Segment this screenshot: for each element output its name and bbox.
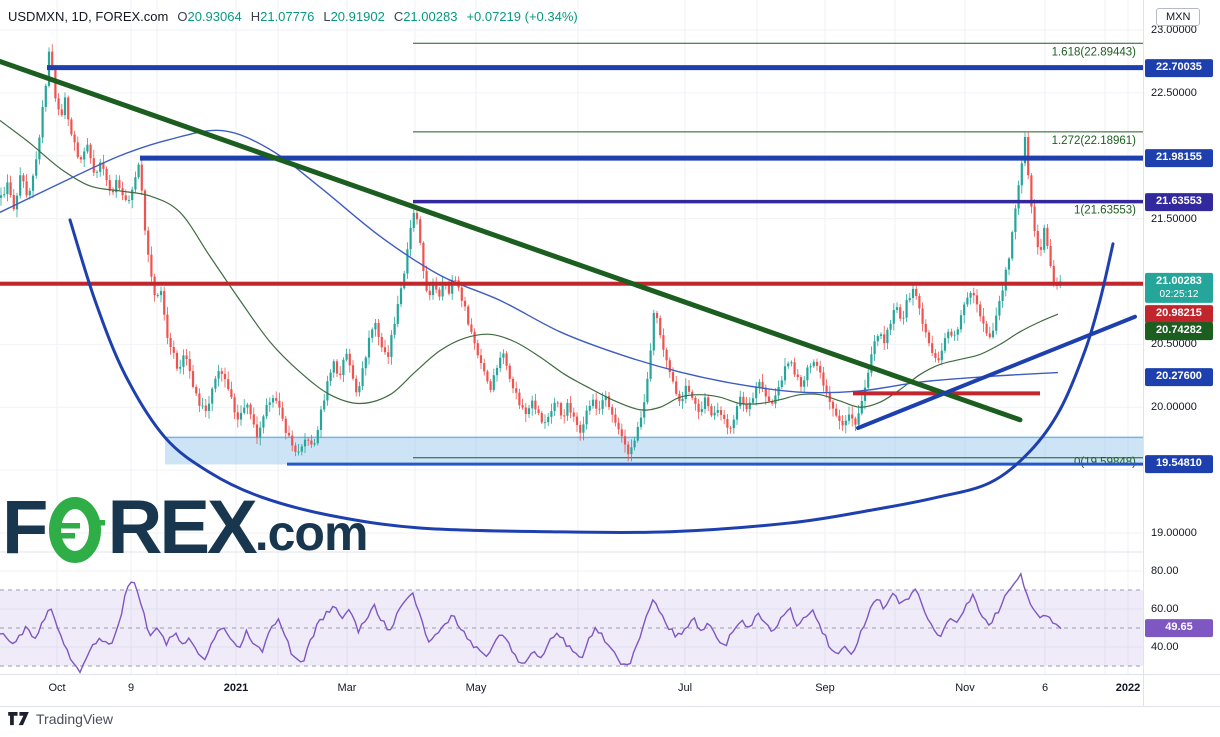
watermark-f: F xyxy=(2,485,48,570)
grid-layer xyxy=(0,0,1143,674)
time-tick-label: Mar xyxy=(337,682,357,694)
horizontal-line-drawings[interactable] xyxy=(0,65,1143,466)
time-tick-label: May xyxy=(465,682,487,694)
price-axis-badge: 49.65 xyxy=(1145,619,1213,637)
fib-level-label: 1.272(22.18961) xyxy=(1052,135,1137,147)
rsi-tick-label: 40.00 xyxy=(1151,641,1179,653)
price-tick-label: 21.50000 xyxy=(1151,212,1197,225)
time-tick-label: 6 xyxy=(1041,682,1049,694)
watermark-com: .com xyxy=(254,505,369,561)
price-tick-label: 20.50000 xyxy=(1151,338,1197,351)
rsi-tick-label: 60.00 xyxy=(1151,603,1179,615)
price-axis-badge: 20.74282 xyxy=(1145,322,1213,340)
chart-bottom-border xyxy=(0,706,1220,707)
axis-vertical-border xyxy=(1143,0,1144,706)
price-axis[interactable]: 23.00000 22.50000 21.50000 20.50000 20.00000… xyxy=(1144,0,1220,674)
symbol-legend: USDMXN, 1D, FOREX.com O20.93064 H21.07776 L… xyxy=(8,9,578,24)
price-axis-badge: 21.63553 xyxy=(1145,193,1213,211)
fib-level-label: 1(21.63553) xyxy=(1074,205,1136,217)
time-tick-label: Sep xyxy=(815,682,835,694)
support-zone-band[interactable] xyxy=(165,436,1143,465)
time-tick-label: Oct xyxy=(48,682,66,694)
forex-com-watermark: F REX .com xyxy=(2,485,369,570)
time-tick-label: 2022 xyxy=(1115,682,1141,694)
symbol-title[interactable]: USDMXN, 1D, FOREX.com xyxy=(8,9,169,24)
price-tick-label: 20.00000 xyxy=(1151,401,1197,414)
time-axis-border xyxy=(0,674,1220,675)
high-value: 21.07776 xyxy=(260,9,315,24)
close-label: C xyxy=(393,9,404,24)
price-tick-label: 23.00000 xyxy=(1151,24,1197,36)
high-label: H xyxy=(250,9,261,24)
low-value: 20.91902 xyxy=(330,9,385,24)
rsi-zone-layer xyxy=(0,589,1143,667)
rsi-plot xyxy=(0,571,1062,674)
currency-badge: MXN xyxy=(1156,8,1201,26)
time-tick-label: 9 xyxy=(127,682,135,694)
time-axis[interactable]: Oct 9 2021 Mar May Jul Sep Nov 6 2022 xyxy=(0,675,1143,705)
price-axis-badge: 20.27600 xyxy=(1145,368,1213,386)
candles-layer xyxy=(0,44,1062,462)
price-axis-badge: 22.70035 xyxy=(1145,59,1213,77)
open-value: 20.93064 xyxy=(187,9,242,24)
change-value: +0.07219 (+0.34%) xyxy=(466,9,578,24)
price-axis-badge: 19.54810 xyxy=(1145,455,1213,473)
forex-o-logo-icon xyxy=(49,497,106,563)
close-value: 21.00283 xyxy=(403,9,458,24)
tradingview-attribution[interactable]: TradingView xyxy=(8,711,113,727)
time-tick-label: 2021 xyxy=(223,682,249,694)
time-tick-label: Nov xyxy=(955,682,975,694)
price-axis-badge: 21.00283 02:25:12 xyxy=(1145,272,1213,304)
moving-average-blue xyxy=(0,129,1059,394)
price-axis-badge: 21.98155 xyxy=(1145,149,1213,167)
price-tick-label: 19.00000 xyxy=(1151,527,1197,539)
low-label: L xyxy=(323,9,331,24)
price-axis-badge: 20.98215 xyxy=(1145,305,1213,323)
watermark-rex: REX xyxy=(107,485,257,570)
price-tick-label: 22.50000 xyxy=(1151,86,1197,99)
open-label: O xyxy=(177,9,188,24)
rounded-bottom-curve[interactable] xyxy=(68,218,1115,535)
tradingview-logo-icon xyxy=(8,711,29,725)
rsi-tick-label: 80.00 xyxy=(1151,565,1179,577)
tradingview-brand-text: TradingView xyxy=(36,711,114,727)
main-chart[interactable]: 1.618(22.89443) 1.272(22.18961) 1(21.63553… xyxy=(0,0,1143,674)
moving-average-green xyxy=(0,120,1059,411)
time-tick-label: Jul xyxy=(677,682,693,694)
fib-level-label: 1.618(22.89443) xyxy=(1052,46,1137,58)
